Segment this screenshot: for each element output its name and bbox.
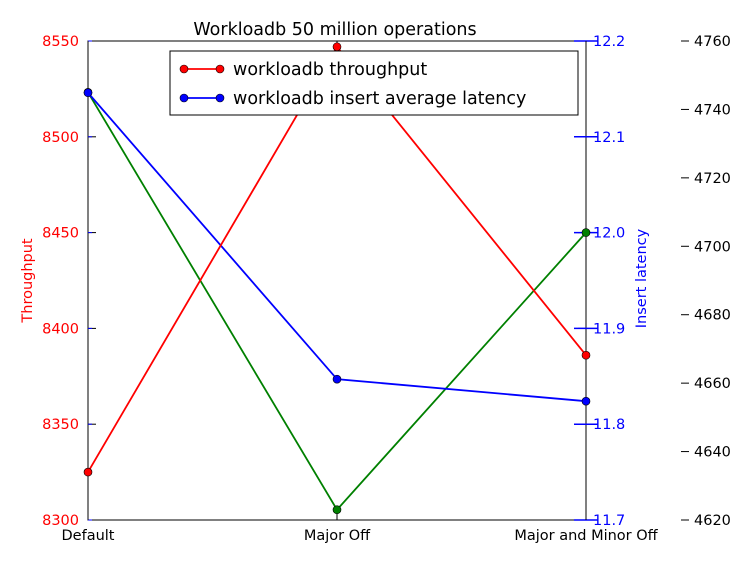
series-1-point (581, 350, 591, 360)
legend-box (169, 50, 579, 116)
right-axis-label: Insert latency (634, 228, 650, 328)
series-3-point (581, 228, 591, 237)
series-line-2 (87, 92, 587, 403)
right-tick-label: 12.0 (593, 226, 625, 242)
right-tick-label: 11.7 (593, 513, 625, 529)
far-right-tick-label: 4740 (694, 102, 731, 118)
series-line-3 (87, 91, 587, 512)
far-right-tick-label: 4700 (694, 239, 731, 255)
x-tick-label: Major Off (304, 528, 371, 544)
legend-swatch-marker (215, 64, 225, 74)
far-right-tick-label: 4640 (694, 445, 731, 461)
left-tick-label: 8400 (42, 321, 79, 337)
legend-swatch-marker (179, 93, 189, 103)
series-2-point (581, 396, 591, 406)
legend-swatch-marker (179, 64, 189, 74)
right-tick-label: 12.1 (593, 130, 625, 146)
far-right-tick-label: 4760 (694, 34, 731, 50)
left-axis-label: Throughput (20, 238, 36, 324)
series-1-point (332, 42, 342, 52)
left-tick-label: 8500 (42, 130, 79, 146)
right-tick-label: 12.2 (593, 34, 625, 50)
series-1-point (83, 467, 93, 477)
chart-title: Workloadb 50 million operations (193, 20, 476, 40)
far-right-tick-label: 4720 (694, 171, 731, 187)
series-2-point (332, 374, 342, 384)
left-tick-label: 8450 (42, 226, 79, 242)
left-tick-label: 8550 (42, 34, 79, 50)
legend-label: workloadb insert average latency (233, 89, 526, 109)
right-tick-label: 11.9 (593, 321, 625, 337)
right-tick-label: 11.8 (593, 417, 625, 433)
left-tick-label: 8350 (42, 417, 79, 433)
series-3-point (332, 505, 342, 515)
left-tick-label: 8300 (42, 513, 79, 529)
legend-swatch-marker (215, 93, 225, 103)
far-right-tick-label: 4660 (694, 376, 731, 392)
series-2-point (83, 88, 93, 98)
plot-area: 8300 8350 8400 8450 8500 8550 Throughput 11.7 11… (20, 34, 731, 544)
far-right-tick-label: 4620 (694, 513, 731, 529)
x-tick-label: Major and Minor Off (514, 528, 658, 544)
far-right-tick-label: 4680 (694, 308, 731, 324)
legend-label: workloadb throughput (233, 60, 427, 80)
x-tick-label: Default (62, 528, 115, 544)
